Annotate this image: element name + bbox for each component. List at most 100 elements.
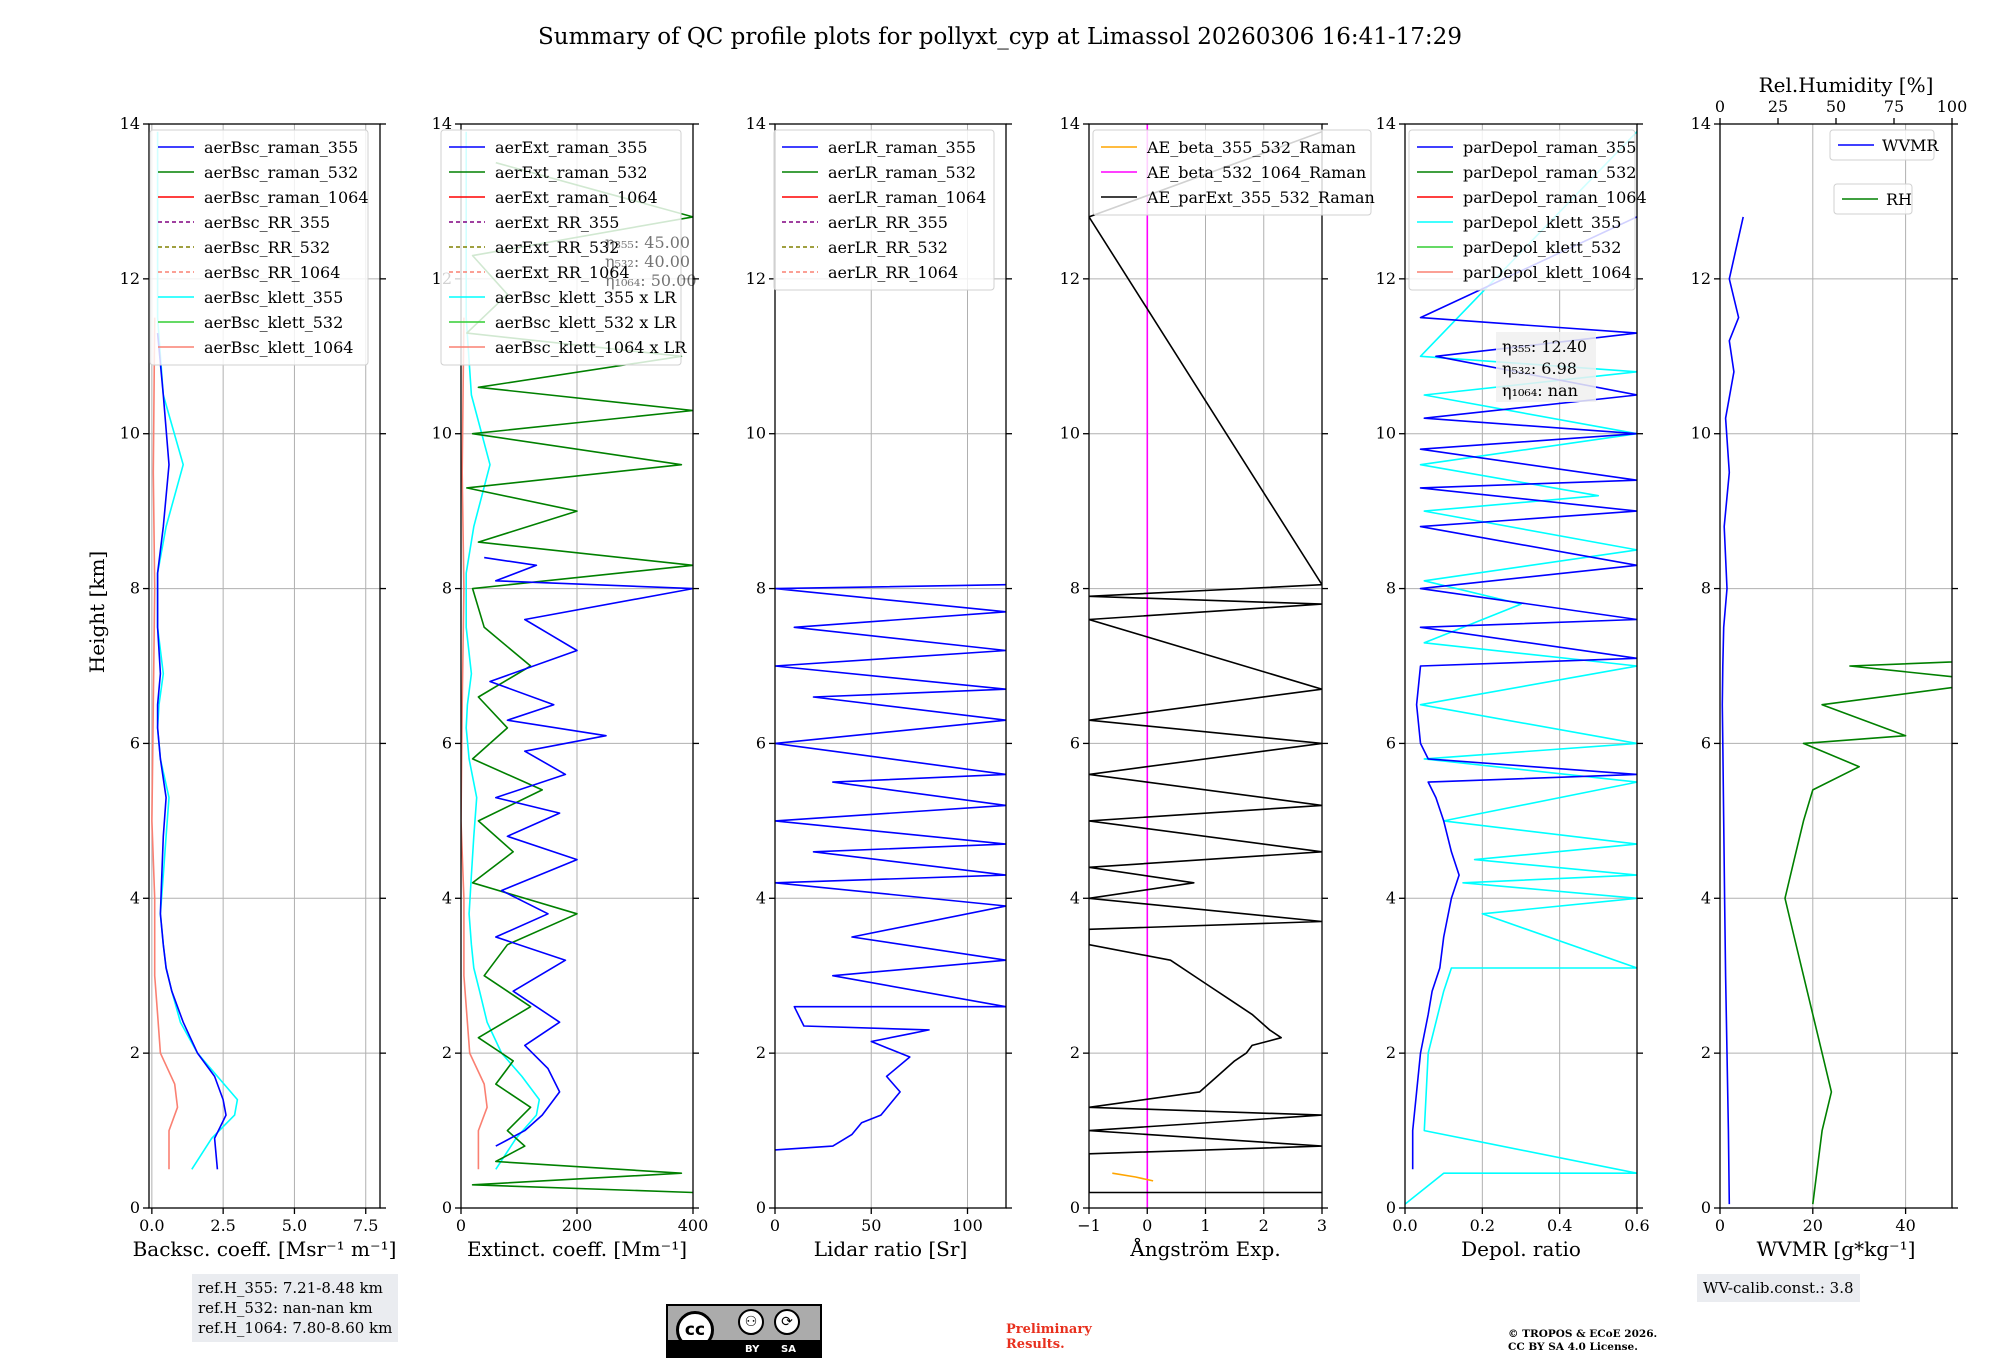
y-tick-label: 0 (130, 1198, 140, 1217)
x-axis-label: Backsc. coeff. [Msr⁻¹ m⁻¹] (133, 1237, 397, 1261)
y-tick-label: 10 (1691, 424, 1711, 443)
ref-height-1064: ref.H_1064: 7.80-8.60 km (198, 1319, 393, 1337)
lidar-ratio-label: η₅₃₂: 40.00 (605, 252, 690, 271)
panel-depol: 0 2 4 6 8 10 12 14 0.0 0.2 0.4 0.6 Depol. ratio parDe… (1376, 114, 1650, 1261)
legend-box (1092, 129, 1372, 216)
y-tick-label: 4 (756, 888, 766, 907)
y-tick-label: 0 (1386, 1198, 1396, 1217)
x-tick-label: 20 (1803, 1216, 1823, 1235)
legend-label: aerExt_raman_532 (495, 163, 648, 182)
y-tick-label: 2 (1386, 1043, 1396, 1062)
y-tick-label: 4 (1701, 888, 1711, 907)
legend-label: aerBsc_RR_532 (204, 238, 330, 257)
axes-frame (1719, 123, 1953, 1209)
series-aerBsc_raman_355 (156, 333, 227, 1170)
legend-label: aerLR_raman_1064 (828, 188, 986, 207)
x-axis-label: Lidar ratio [Sr] (814, 1237, 968, 1261)
legend-label: parDepol_klett_1064 (1463, 263, 1632, 282)
y-tick-label: 12 (120, 269, 140, 288)
x-tick-label: 2.5 (210, 1216, 235, 1235)
panel-ext: 024681012140200400Extinct. coeff. [Mm⁻¹]… (432, 114, 709, 1261)
y-tick-label: 8 (1070, 579, 1080, 598)
series-group (151, 131, 239, 1170)
axes-frame (774, 123, 1007, 1209)
eta-box (1496, 332, 1596, 402)
copyright-note: © TROPOS & ECoE 2026. CC BY SA 4.0 Licen… (1508, 1328, 1657, 1354)
y-axis-label: Height [km] (85, 551, 109, 673)
y-tick-label: 6 (1386, 733, 1396, 752)
series-aerBsc_klett_355 (156, 131, 239, 1170)
y-tick-label: 8 (1386, 579, 1396, 598)
legend-label: aerBsc_klett_532 x LR (495, 313, 677, 332)
ref-height-532: ref.H_532: nan-nan km (198, 1299, 373, 1317)
legend-label: aerBsc_klett_532 (204, 313, 343, 332)
x2-tick-label: 0 (1715, 97, 1725, 116)
x-tick-label: 100 (952, 1216, 983, 1235)
y-tick-label: 2 (442, 1043, 452, 1062)
y-tick-label: 10 (746, 424, 766, 443)
legend-label: aerBsc_RR_355 (204, 213, 330, 232)
y-tick-label: 6 (130, 733, 140, 752)
y-tick-label: 0 (1070, 1198, 1080, 1217)
y-tick-label: 8 (1701, 579, 1711, 598)
legend-label: parDepol_klett_532 (1463, 238, 1621, 257)
preliminary-results-note: Preliminary Results. (1006, 1322, 1092, 1352)
x-tick-label: 7.5 (353, 1216, 378, 1235)
x-axis-label: WVMR [g*kg⁻¹] (1757, 1237, 1916, 1261)
series-group (1405, 131, 1637, 1205)
lidar-ratio-label: η₁₀₆₄: 50.00 (605, 271, 697, 290)
legend-label: parDepol_klett_355 (1463, 213, 1621, 232)
x-tick-label: 0 (456, 1216, 466, 1235)
figure-title: Summary of QC profile plots for pollyxt_… (538, 24, 1462, 50)
y-tick-label: 8 (442, 579, 452, 598)
series-aerExt_raman_532 (465, 161, 693, 1194)
y-tick-label: 2 (130, 1043, 140, 1062)
x-tick-label: 1 (1200, 1216, 1210, 1235)
y-tick-label: 10 (1060, 424, 1080, 443)
y-tick-label: 8 (130, 579, 140, 598)
legend: WVMR RH (1829, 129, 1939, 215)
series-RH (1784, 661, 1952, 1205)
legend-label: aerBsc_klett_355 (204, 288, 343, 307)
legend-box (1829, 129, 1935, 161)
cc-license-badge: cc ⚇ ⟳ BY SA (666, 1304, 822, 1358)
y-tick-label: 0 (1701, 1198, 1711, 1217)
share-alike-icon: ⟳ (774, 1309, 800, 1335)
x-tick-label: 0 (770, 1216, 780, 1235)
legend-label: aerExt_raman_355 (495, 138, 648, 157)
series-aerExt_raman_355 (484, 556, 693, 1147)
series-WVMR (1721, 216, 1744, 1205)
x2-tick-label: 75 (1884, 97, 1904, 116)
x-tick-label: −1 (1077, 1216, 1101, 1235)
series-aerBsc_klett_355 x LR (465, 131, 541, 1170)
legend-box (773, 129, 995, 291)
legend-label: aerBsc_klett_355 x LR (495, 288, 677, 307)
y-tick-label: 6 (442, 733, 452, 752)
panel-lr: 0 2 4 6 8 10 12 14 0 50 100 Lidar ratio [Sr] aerLR_r… (746, 114, 1012, 1261)
x-tick-label: 0.6 (1624, 1216, 1649, 1235)
legend: aerExt_raman_355 aerExt_raman_532 aerExt_r… (440, 129, 687, 366)
y-tick-label: 6 (1701, 733, 1711, 752)
preliminary-line1: Preliminary (1006, 1322, 1092, 1337)
legend-label: parDepol_raman_532 (1463, 163, 1636, 182)
legend-label: aerLR_raman_532 (828, 163, 976, 182)
preliminary-line2: Results. (1006, 1337, 1065, 1352)
eta-label: η₁₀₆₄: nan (1502, 381, 1578, 400)
legend-label: aerLR_RR_532 (828, 238, 948, 257)
legend: aerLR_raman_355 aerLR_raman_532 aerLR_rama… (773, 129, 995, 291)
panel-bsc: 0 2 4 6 8 10 12 14 0.0 2.5 5.0 7.5 Backsc. coeff. [M… (120, 114, 397, 1261)
series-aerBsc_klett_1064 (151, 317, 179, 1170)
by-person-icon: ⚇ (738, 1309, 764, 1335)
series-group (1721, 216, 1952, 1205)
y-tick-label: 6 (756, 733, 766, 752)
y-tick-label: 12 (1376, 269, 1396, 288)
x-tick-label: 0 (1142, 1216, 1152, 1235)
y-tick-label: 12 (746, 269, 766, 288)
x-tick-label: 50 (861, 1216, 881, 1235)
x2-tick-label: 100 (1937, 97, 1968, 116)
y-tick-label: 4 (442, 888, 452, 907)
copyright-line1: © TROPOS & ECoE 2026. (1508, 1328, 1658, 1340)
series-AE_beta_355_532_Raman (1112, 1172, 1154, 1182)
y-tick-label: 8 (756, 579, 766, 598)
